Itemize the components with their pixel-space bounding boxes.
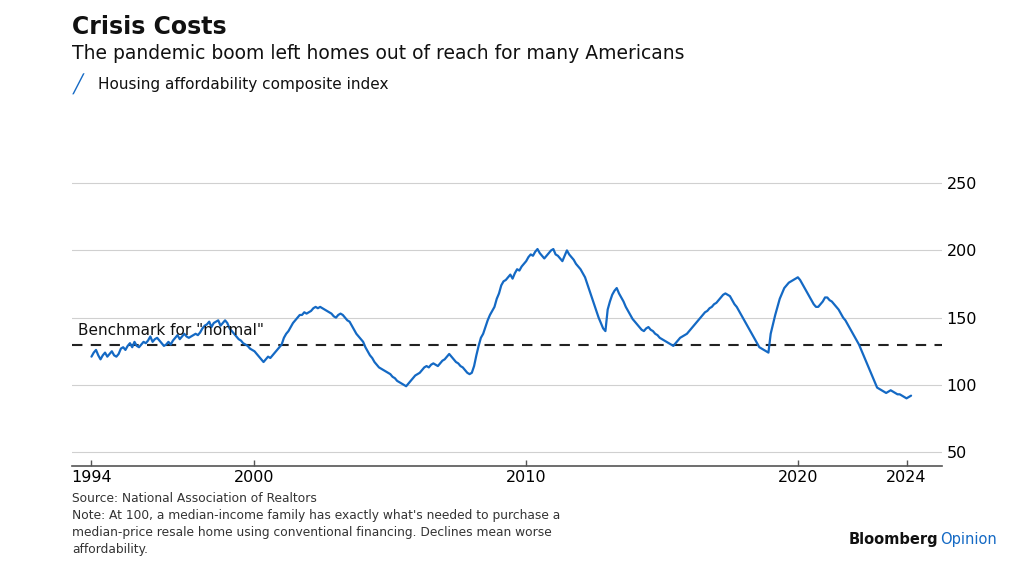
Text: Housing affordability composite index: Housing affordability composite index: [98, 77, 389, 92]
Text: Source: National Association of Realtors
Note: At 100, a median-income family ha: Source: National Association of Realtors…: [72, 492, 561, 556]
Text: The pandemic boom left homes out of reach for many Americans: The pandemic boom left homes out of reac…: [72, 44, 685, 63]
Text: Crisis Costs: Crisis Costs: [72, 15, 227, 38]
Text: Opinion: Opinion: [940, 532, 997, 547]
Text: Benchmark for "normal": Benchmark for "normal": [78, 323, 264, 338]
Text: Bloomberg: Bloomberg: [849, 532, 939, 547]
Text: ╱: ╱: [72, 74, 84, 95]
